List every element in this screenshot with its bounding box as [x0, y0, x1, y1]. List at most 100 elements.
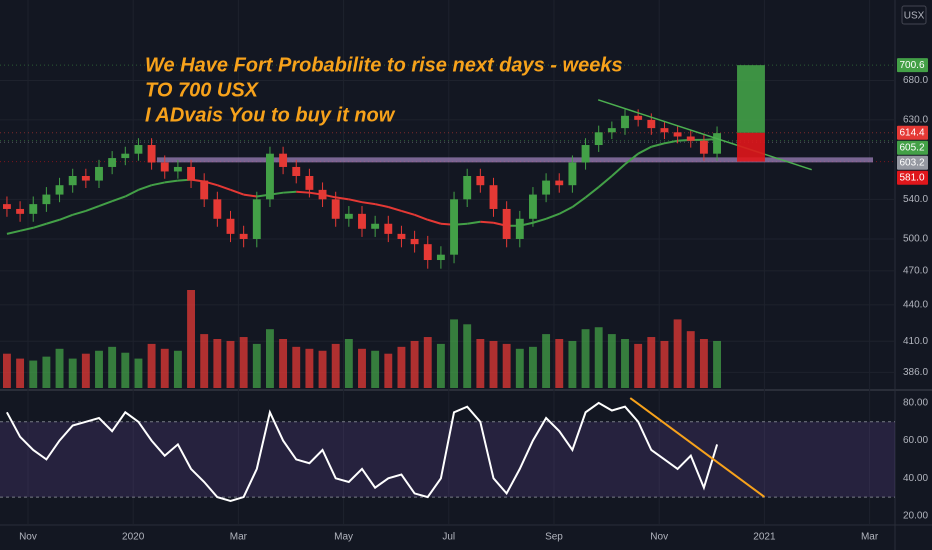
x-tick-label: 2020: [122, 532, 145, 543]
candle-body: [2, 204, 11, 209]
volume-bar: [423, 337, 432, 388]
volume-bar: [515, 348, 524, 388]
volume-bar: [160, 348, 169, 388]
volume-bar: [305, 348, 314, 388]
candle-body: [529, 194, 537, 219]
volume-bar: [581, 329, 590, 388]
volume-bar: [42, 356, 51, 388]
volume-bar: [95, 350, 103, 388]
candle-body: [673, 132, 682, 137]
moving-average: [98, 200, 113, 207]
moving-average: [388, 206, 402, 212]
moving-average: [72, 209, 87, 216]
volume-bar: [108, 346, 117, 388]
moving-average: [59, 213, 74, 221]
candle-body: [515, 218, 524, 239]
candle-body: [358, 213, 366, 229]
volume-bar: [358, 348, 366, 388]
moving-average: [138, 184, 152, 191]
moving-average: [584, 186, 600, 199]
candle-body: [660, 128, 669, 133]
candle-body: [607, 128, 616, 133]
rsi-tick-label: 40.00: [903, 473, 928, 484]
volume-bar: [713, 340, 721, 388]
moving-average: [664, 139, 678, 145]
price-label: 581.0: [899, 172, 924, 183]
moving-average: [532, 217, 547, 224]
moving-average: [124, 188, 139, 198]
y-tick-label: 440.0: [903, 300, 928, 311]
candle-body: [436, 254, 445, 261]
volume-bar: [660, 340, 669, 388]
y-tick-label: 680.0: [903, 75, 928, 86]
volume-bar: [384, 353, 393, 388]
candle-body: [121, 153, 130, 159]
candle-body: [55, 185, 64, 195]
candle-body: [160, 162, 169, 172]
moving-average: [545, 212, 560, 220]
target-zone: [737, 65, 765, 133]
moving-average: [6, 229, 21, 235]
moving-average: [19, 226, 34, 232]
price-label-box: [897, 125, 928, 140]
candle-body: [344, 213, 353, 219]
volume-bar: [463, 324, 472, 388]
moving-average: [230, 188, 244, 196]
volume-bar: [2, 353, 11, 388]
y-tick-label: 500.0: [903, 234, 928, 245]
moving-average: [32, 222, 47, 229]
moving-average: [348, 198, 363, 204]
x-tick-label: Mar: [230, 532, 248, 543]
candle-body: [397, 233, 406, 239]
price-label-box: [897, 140, 928, 155]
candle-body: [594, 132, 603, 146]
volume-bar: [187, 290, 195, 388]
volume-bar: [147, 343, 156, 388]
volume-bar: [213, 339, 222, 388]
candle-body: [713, 133, 721, 154]
moving-average: [361, 201, 376, 206]
volume-bar: [252, 343, 261, 388]
volume-bar: [55, 348, 64, 388]
volume-bar: [134, 358, 143, 388]
volume-bar: [279, 339, 288, 388]
candle-body: [502, 208, 511, 239]
volume-bar: [502, 343, 511, 388]
volume-bar: [450, 319, 458, 388]
x-tick-label: Jul: [442, 532, 455, 543]
moving-average: [624, 152, 639, 166]
candle-body: [42, 194, 51, 205]
candle-body: [226, 218, 235, 234]
volume-bar: [634, 343, 643, 388]
rsi-trendline: [629, 397, 765, 498]
candle-body: [371, 223, 380, 229]
volume-bar: [568, 340, 577, 388]
volume-bar: [173, 350, 182, 388]
volume-bar: [699, 339, 708, 388]
volume-bar: [607, 334, 616, 388]
rsi-band: [0, 421, 895, 498]
candle-body: [581, 145, 590, 163]
moving-average: [598, 175, 613, 188]
volume-bar: [686, 331, 695, 388]
candle-body: [147, 145, 156, 163]
moving-average: [480, 220, 494, 224]
x-tick-label: Sep: [545, 532, 563, 543]
moving-average: [374, 203, 389, 208]
volume-bar: [200, 334, 209, 388]
rsi-tick-label: 60.00: [903, 435, 928, 446]
price-label-box: [897, 58, 928, 73]
volume-bar: [16, 358, 25, 388]
rsi-tick-label: 80.00: [903, 398, 928, 409]
moving-average: [85, 205, 100, 212]
trendline: [597, 99, 812, 171]
currency: USX: [904, 11, 925, 22]
candle-body: [187, 166, 195, 181]
x-tick-label: Nov: [650, 532, 668, 543]
y-tick-label: 386.0: [903, 367, 928, 378]
candle-body: [279, 153, 288, 167]
volume-bar: [68, 358, 77, 388]
price-label: 700.6: [899, 60, 924, 71]
volume-bar: [292, 346, 301, 388]
candle-body: [305, 176, 314, 190]
